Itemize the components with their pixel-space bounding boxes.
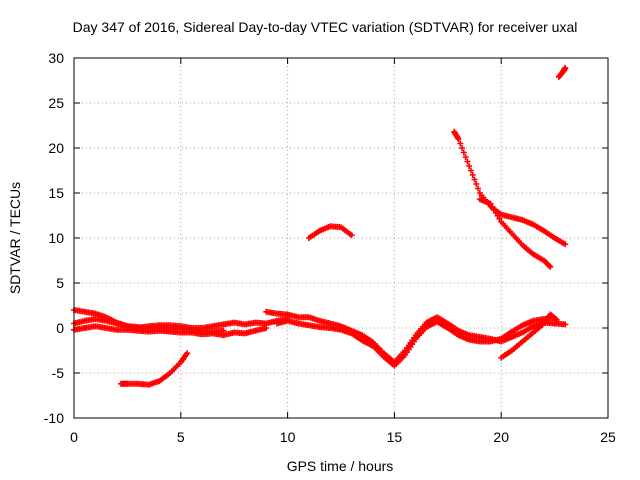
- data-point: [455, 136, 462, 142]
- data-point: [460, 149, 467, 156]
- data-point: [263, 325, 270, 331]
- data-point: [473, 181, 480, 187]
- series-track-11: [555, 64, 569, 80]
- axis-ticks: 0 5 10 15 20 25 -10 -5 0 5 10 15 20 25 30: [44, 50, 616, 445]
- series-track-5: [273, 315, 558, 369]
- y-tick-label: 25: [48, 95, 64, 111]
- x-tick-label: 15: [387, 429, 403, 445]
- series-track-7: [305, 223, 355, 241]
- series-track-2: [71, 316, 291, 331]
- series-track-6: [117, 350, 191, 388]
- data-point: [469, 172, 476, 178]
- y-tick-label: 10: [48, 230, 64, 246]
- data-point: [471, 176, 478, 183]
- plot-frame: [73, 57, 609, 419]
- data-point: [546, 262, 553, 269]
- x-tick-label: 25: [600, 429, 616, 445]
- y-tick-label: -10: [44, 410, 64, 426]
- y-tick-label: 30: [48, 50, 64, 66]
- data-point: [467, 167, 474, 174]
- series-track-4: [263, 308, 569, 366]
- data-point: [457, 140, 464, 147]
- chart-title: Day 347 of 2016, Sidereal Day-to-day VTE…: [73, 19, 578, 35]
- y-axis-label: SDTVAR / TECUs: [7, 182, 23, 294]
- x-tick-label: 0: [70, 429, 78, 445]
- data-point: [562, 64, 569, 71]
- data-point: [459, 145, 466, 151]
- x-tick-label: 20: [493, 429, 509, 445]
- data-point: [553, 316, 560, 323]
- y-tick-label: -5: [52, 365, 65, 381]
- data-series: [71, 64, 569, 388]
- x-axis-label: GPS time / hours: [287, 458, 394, 474]
- data-point: [464, 158, 471, 165]
- data-point: [475, 185, 482, 192]
- series-track-3: [71, 323, 270, 339]
- y-tick-label: 5: [56, 275, 64, 291]
- data-point: [562, 321, 569, 328]
- data-point: [348, 232, 355, 239]
- x-tick-label: 5: [177, 429, 185, 445]
- x-tick-label: 10: [280, 429, 296, 445]
- series-track-10: [498, 311, 560, 361]
- data-point: [562, 241, 569, 248]
- y-tick-label: 20: [48, 140, 64, 156]
- data-point: [552, 316, 559, 322]
- y-tick-label: 0: [56, 320, 64, 336]
- data-point: [184, 350, 191, 357]
- grid: [74, 58, 608, 418]
- series-track-9: [476, 196, 554, 270]
- y-tick-label: 15: [48, 185, 64, 201]
- data-point: [462, 154, 469, 160]
- data-point: [547, 263, 554, 270]
- data-point: [466, 163, 473, 169]
